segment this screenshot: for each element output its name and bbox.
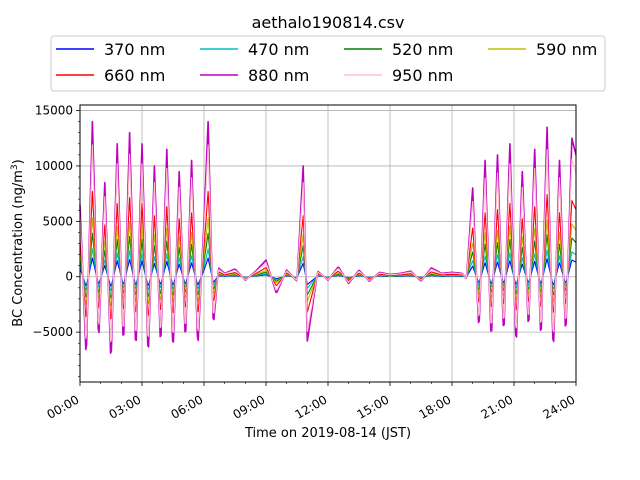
x-tick-label: 00:00 [45, 392, 82, 421]
y-tick-label: 0 [65, 270, 73, 284]
x-tick-label: 09:00 [231, 392, 268, 421]
x-tick-label: 15:00 [355, 392, 392, 421]
chart-title: aethalo190814.csv [252, 13, 405, 32]
legend-label: 880 nm [248, 66, 309, 85]
x-tick-label: 12:00 [293, 392, 330, 421]
legend-label: 520 nm [392, 40, 453, 59]
series-lines [79, 120, 577, 354]
legend-label: 370 nm [104, 40, 165, 59]
x-tick-label: 03:00 [107, 392, 144, 421]
x-tick-label: 24:00 [541, 392, 578, 421]
series-line-950-nm [79, 144, 577, 343]
y-tick-label: 15000 [35, 104, 73, 118]
x-tick-label: 18:00 [417, 392, 454, 421]
y-axis: −5000 0 5000 10000 15000 [32, 104, 80, 377]
y-axis-label: BC Concentration (ng/m3) [10, 159, 26, 326]
legend-label: 470 nm [248, 40, 309, 59]
x-axis-label: Time on 2019-08-14 (JST) [244, 426, 411, 441]
x-tick-label: 06:00 [169, 392, 206, 421]
legend: 370 nm 470 nm 520 nm 590 nm 660 nm 880 nm 950 … [50, 35, 606, 92]
x-axis: 00:00 03:00 06:00 09:00 12:00 15:00 18:00 21:00… [45, 382, 578, 422]
y-axis-label-close: ) [11, 159, 26, 164]
y-axis-label-superscript: 3 [10, 164, 20, 170]
y-tick-label: 10000 [35, 159, 73, 173]
y-axis-label-main: BC Concentration (ng/m [11, 170, 26, 327]
x-tick-label: 21:00 [479, 392, 516, 421]
legend-label: 660 nm [104, 66, 165, 85]
legend-label: 950 nm [392, 66, 453, 85]
y-tick-label: 5000 [42, 214, 73, 228]
y-tick-label: −5000 [32, 325, 73, 339]
legend-label: 590 nm [536, 40, 597, 59]
